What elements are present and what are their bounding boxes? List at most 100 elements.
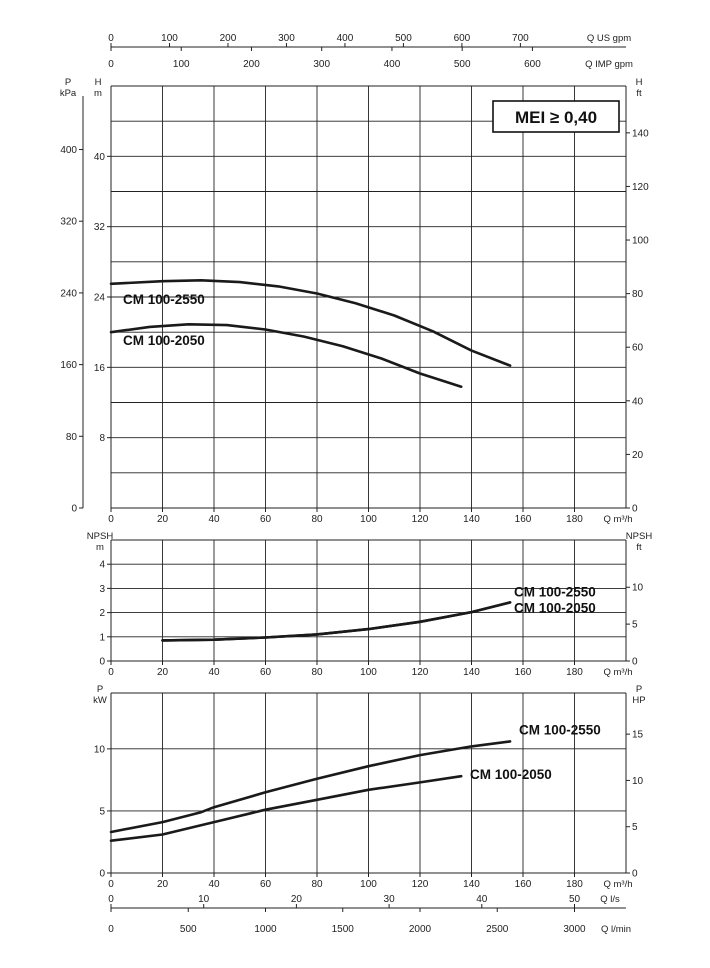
npsh-x-tick-label: 100 — [360, 667, 377, 678]
imp-gpm-tick-label: 300 — [313, 59, 330, 70]
power-x-tick-label: 80 — [311, 879, 323, 890]
ls-unit: Q l/s — [600, 894, 620, 905]
ls-tick-label: 10 — [198, 894, 210, 905]
power-left-unit-top: P — [97, 684, 103, 695]
head-curve-cm-100-2550 — [109, 279, 512, 367]
power-x-tick-label: 20 — [157, 879, 169, 890]
us-gpm-tick-label: 500 — [395, 33, 412, 44]
power-left-tick-label: 10 — [94, 744, 106, 755]
ls-tick-label: 40 — [476, 894, 488, 905]
head-right-unit-top: H — [636, 77, 643, 88]
head-x-tick-label: 100 — [360, 514, 377, 525]
us-gpm-tick-label: 200 — [220, 33, 237, 44]
label-cm-100-2550-head: CM 100-2550 — [123, 292, 205, 307]
head-x-tick-label: 140 — [463, 514, 480, 525]
npsh-curve-cm-100-2550 — [161, 601, 512, 642]
head-x-tick-label: 80 — [311, 514, 323, 525]
npsh-x-tick-label: 20 — [157, 667, 169, 678]
label-cm-100-2550-npsh: CM 100-2550 — [514, 584, 596, 599]
pressure-tick-label: 80 — [66, 432, 78, 443]
head-left-tick-label: 16 — [94, 363, 106, 374]
head-x-unit: Q m³/h — [603, 514, 632, 525]
npsh-x-tick-label: 160 — [515, 667, 532, 678]
ls-tick-label: 30 — [384, 894, 396, 905]
power-right-tick-label: 0 — [632, 869, 638, 880]
head-left-tick-label: 24 — [94, 293, 106, 304]
npsh-curve-cm-100-2050 — [161, 601, 512, 642]
pressure-tick-label: 160 — [60, 360, 77, 371]
imp-gpm-tick-label: 500 — [454, 59, 471, 70]
mei-badge-text: MEI ≥ 0,40 — [515, 108, 597, 127]
imp-gpm-unit: Q IMP gpm — [585, 59, 633, 70]
npsh-x-unit: Q m³/h — [603, 667, 632, 678]
pressure-tick-label: 240 — [60, 288, 77, 299]
power-x-tick-label: 120 — [412, 879, 429, 890]
npsh-x-tick-label: 120 — [412, 667, 429, 678]
power-right-tick-label: 5 — [632, 822, 638, 833]
imp-gpm-tick-label: 100 — [173, 59, 190, 70]
head-right-unit-bottom: ft — [636, 88, 642, 99]
head-right-tick-label: 0 — [632, 504, 638, 515]
us-gpm-unit: Q US gpm — [587, 33, 631, 44]
npsh-x-tick-label: 180 — [566, 667, 583, 678]
imp-gpm-tick-label: 200 — [243, 59, 260, 70]
npsh-left-tick-label: 3 — [99, 584, 105, 595]
mei-badge: MEI ≥ 0,40 — [492, 100, 620, 133]
imp-gpm-tick-label: 0 — [108, 59, 114, 70]
power-x-unit: Q m³/h — [603, 879, 632, 890]
head-x-tick-label: 60 — [260, 514, 272, 525]
npsh-left-tick-label: 1 — [99, 632, 105, 643]
head-left-tick-label: 32 — [94, 222, 106, 233]
pressure-tick-label: 320 — [60, 217, 77, 228]
head-right-tick-label: 20 — [632, 450, 644, 461]
us-gpm-tick-label: 600 — [454, 33, 471, 44]
us-gpm-tick-label: 400 — [337, 33, 354, 44]
lmin-unit: Q l/min — [601, 924, 631, 935]
power-right-tick-label: 15 — [632, 730, 644, 741]
head-left-unit-bottom: m — [94, 88, 102, 99]
head-x-tick-label: 160 — [515, 514, 532, 525]
npsh-left-tick-label: 0 — [99, 657, 105, 668]
npsh-right-tick-label: 5 — [632, 620, 638, 631]
npsh-left-tick-label: 2 — [99, 608, 105, 619]
power-right-unit-top: P — [636, 684, 642, 695]
us-gpm-tick-label: 700 — [512, 33, 529, 44]
imp-gpm-tick-label: 400 — [384, 59, 401, 70]
head-right-tick-label: 80 — [632, 289, 644, 300]
npsh-x-tick-label: 0 — [108, 667, 114, 678]
power-x-tick-label: 140 — [463, 879, 480, 890]
lmin-tick-label: 1000 — [254, 924, 277, 935]
power-right-tick-label: 10 — [632, 776, 644, 787]
lmin-tick-label: 500 — [180, 924, 197, 935]
npsh-x-tick-label: 80 — [311, 667, 323, 678]
head-curve-cm-100-2050 — [109, 323, 463, 388]
lmin-tick-label: 0 — [108, 924, 114, 935]
npsh-x-tick-label: 140 — [463, 667, 480, 678]
lmin-tick-label: 2000 — [409, 924, 432, 935]
npsh-left-unit-bottom: m — [96, 542, 104, 553]
power-x-tick-label: 100 — [360, 879, 377, 890]
head-x-tick-label: 40 — [208, 514, 220, 525]
lmin-tick-label: 3000 — [563, 924, 586, 935]
head-left-tick-label: 40 — [94, 152, 106, 163]
power-right-unit-bottom: HP — [632, 695, 645, 706]
grid-layer — [111, 85, 626, 873]
imp-gpm-tick-label: 600 — [524, 59, 541, 70]
curves-layer — [109, 279, 512, 842]
head-right-tick-label: 40 — [632, 396, 644, 407]
power-curve-cm-100-2050 — [109, 774, 463, 842]
npsh-right-unit-bottom: ft — [636, 542, 642, 553]
label-cm-100-2050-power: CM 100-2050 — [470, 767, 552, 782]
power-curve-cm-100-2550 — [109, 740, 512, 834]
head-x-tick-label: 120 — [412, 514, 429, 525]
ls-tick-label: 0 — [108, 894, 114, 905]
npsh-left-unit-top: NPSH — [87, 531, 114, 542]
npsh-left-tick-label: 4 — [99, 560, 105, 571]
head-right-tick-label: 120 — [632, 182, 649, 193]
label-cm-100-2050-head: CM 100-2050 — [123, 333, 205, 348]
us-gpm-tick-label: 0 — [108, 33, 114, 44]
head-right-tick-label: 60 — [632, 343, 644, 354]
head-x-tick-label: 0 — [108, 514, 114, 525]
